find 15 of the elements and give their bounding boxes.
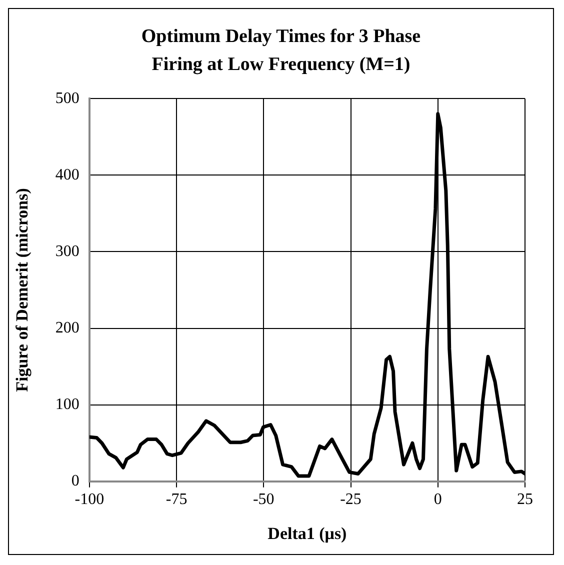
x-axis-title: Delta1 (μs) [268, 524, 347, 544]
x-tick-label: 25 [517, 491, 533, 508]
y-tick-label: 0 [71, 472, 80, 490]
y-tick-label: 100 [55, 396, 80, 414]
x-tick-label: -100 [74, 491, 104, 508]
chart-title: Optimum Delay Times for 3 Phase Firing at Low Frequency (M=1) [140, 25, 422, 77]
x-tick-label: 0 [434, 491, 442, 508]
y-tick-label: 300 [55, 242, 80, 260]
y-tick-label: 200 [55, 319, 80, 336]
y-tick-label: 500 [55, 90, 80, 107]
y-tick-label: 400 [55, 166, 80, 184]
x-tick-label: -50 [252, 491, 274, 508]
x-tick-label: -25 [340, 491, 362, 508]
y-axis-title: Figure of Demerit (microns) [12, 188, 32, 392]
x-tick-label: -75 [166, 491, 188, 508]
